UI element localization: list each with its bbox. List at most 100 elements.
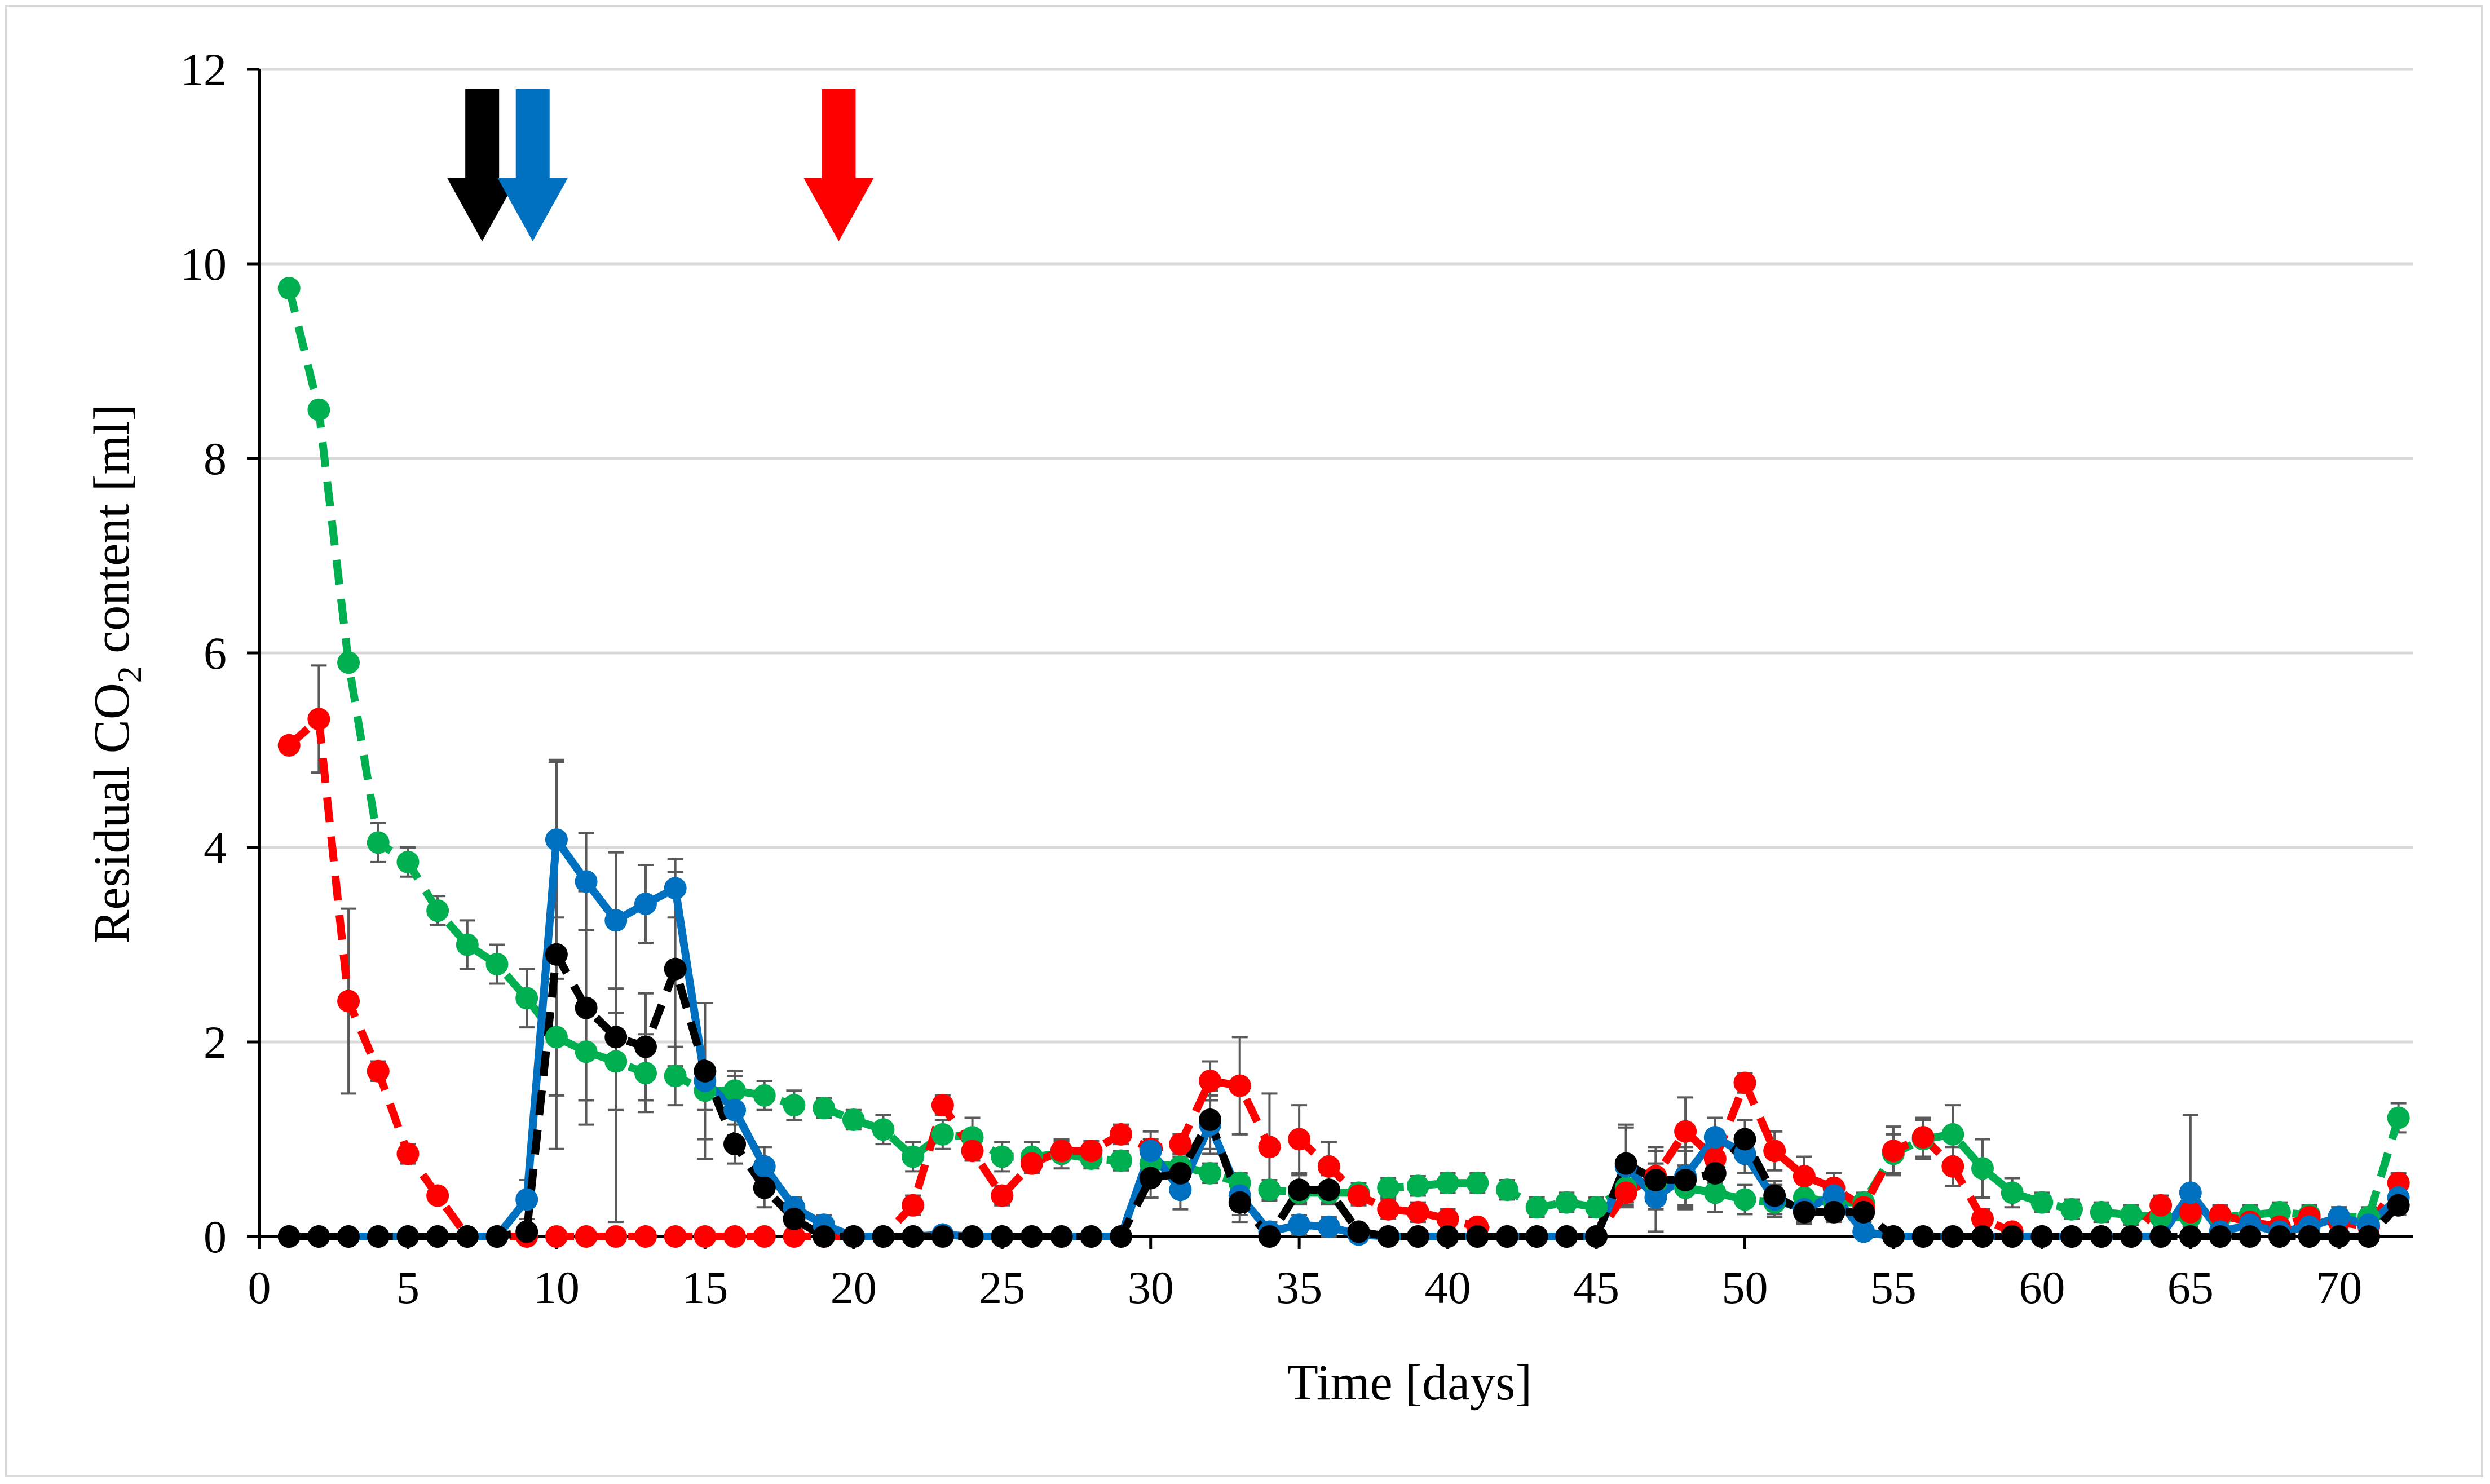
black-point-day-69 bbox=[2298, 1225, 2321, 1248]
black-point-day-48 bbox=[1674, 1168, 1697, 1191]
green-point-day-1 bbox=[277, 277, 301, 300]
y-tick-label-0: 0 bbox=[204, 1211, 227, 1262]
black-point-day-45 bbox=[1585, 1225, 1608, 1248]
y-tick-label-12: 12 bbox=[180, 44, 227, 95]
y-tick-label-6: 6 bbox=[204, 628, 227, 679]
black-point-day-39 bbox=[1406, 1225, 1429, 1248]
green-point-day-17 bbox=[753, 1084, 776, 1107]
black-point-day-60 bbox=[2030, 1225, 2054, 1248]
blue-point-day-11 bbox=[575, 870, 598, 893]
black-point-day-42 bbox=[1495, 1225, 1518, 1248]
black-point-day-50 bbox=[1733, 1128, 1756, 1151]
black-point-day-26 bbox=[1020, 1225, 1043, 1248]
red-point-day-39 bbox=[1406, 1200, 1429, 1224]
black-point-day-55 bbox=[1882, 1225, 1905, 1248]
black-point-day-44 bbox=[1555, 1225, 1578, 1248]
x-tick-label-70: 70 bbox=[2316, 1262, 2362, 1313]
black-point-day-56 bbox=[1911, 1225, 1935, 1248]
green-point-day-23 bbox=[931, 1123, 954, 1146]
black-point-day-24 bbox=[961, 1225, 984, 1248]
green-point-day-22 bbox=[902, 1145, 925, 1168]
red-point-day-4 bbox=[367, 1059, 390, 1083]
red-point-day-32 bbox=[1199, 1070, 1222, 1092]
black-point-day-9 bbox=[515, 1220, 538, 1243]
x-tick-label-45: 45 bbox=[1573, 1262, 1619, 1313]
red-point-day-64 bbox=[2149, 1194, 2173, 1217]
red-series-line bbox=[286, 715, 2402, 1240]
red-point-day-46 bbox=[1614, 1181, 1637, 1204]
green-point-day-38 bbox=[1377, 1176, 1400, 1199]
black-point-day-65 bbox=[2179, 1225, 2202, 1248]
gridlines bbox=[259, 68, 2413, 1044]
blue-point-day-65 bbox=[2179, 1181, 2202, 1204]
red-point-day-52 bbox=[1793, 1165, 1816, 1188]
black-point-day-40 bbox=[1436, 1225, 1459, 1248]
red-point-day-31 bbox=[1169, 1133, 1192, 1156]
green-point-day-60 bbox=[2030, 1191, 2054, 1214]
black-point-day-32 bbox=[1199, 1108, 1222, 1131]
x-tick-label-15: 15 bbox=[682, 1262, 728, 1313]
black-point-day-66 bbox=[2209, 1225, 2232, 1248]
black-point-day-8 bbox=[485, 1225, 509, 1248]
green-point-day-32 bbox=[1199, 1161, 1222, 1185]
red-point-day-51 bbox=[1763, 1140, 1786, 1163]
black-point-day-10 bbox=[545, 943, 568, 966]
red-arrow bbox=[803, 89, 874, 241]
black-point-day-14 bbox=[664, 957, 687, 980]
red-point-day-17 bbox=[753, 1225, 776, 1248]
black-point-day-28 bbox=[1080, 1225, 1103, 1248]
black-point-day-29 bbox=[1110, 1225, 1132, 1248]
green-point-day-4 bbox=[367, 831, 390, 854]
black-point-day-16 bbox=[723, 1133, 747, 1156]
green-point-day-43 bbox=[1525, 1196, 1548, 1219]
red-point-day-23 bbox=[931, 1094, 954, 1117]
green-point-day-13 bbox=[634, 1062, 657, 1085]
red-point-day-22 bbox=[902, 1194, 925, 1217]
x-tick-label-60: 60 bbox=[2019, 1262, 2065, 1313]
black-point-day-59 bbox=[2001, 1225, 2024, 1248]
red-point-day-55 bbox=[1882, 1140, 1905, 1163]
black-point-day-51 bbox=[1763, 1184, 1786, 1207]
green-point-day-19 bbox=[813, 1097, 836, 1120]
y-axis-title-suffix: content [ml] bbox=[84, 404, 140, 666]
black-point-day-31 bbox=[1169, 1161, 1192, 1185]
red-point-day-3 bbox=[337, 990, 360, 1013]
red-point-day-14 bbox=[664, 1225, 687, 1248]
black-point-day-43 bbox=[1525, 1225, 1548, 1248]
x-tick-label-30: 30 bbox=[1128, 1262, 1174, 1313]
series-markers bbox=[277, 277, 2410, 1248]
green-point-day-5 bbox=[396, 850, 420, 873]
red-point-day-2 bbox=[307, 708, 330, 731]
green-point-day-62 bbox=[2090, 1200, 2113, 1224]
black-point-day-19 bbox=[813, 1225, 836, 1248]
green-point-day-63 bbox=[2120, 1204, 2143, 1227]
black-point-day-30 bbox=[1139, 1167, 1162, 1190]
green-point-day-3 bbox=[337, 651, 360, 674]
black-point-day-57 bbox=[1941, 1225, 1964, 1248]
green-point-day-44 bbox=[1555, 1191, 1578, 1214]
blue-point-day-13 bbox=[634, 893, 657, 916]
red-point-day-57 bbox=[1941, 1155, 1964, 1178]
red-point-day-35 bbox=[1288, 1128, 1311, 1151]
axes bbox=[247, 68, 2413, 1249]
green-point-day-25 bbox=[991, 1145, 1014, 1168]
red-point-day-18 bbox=[783, 1225, 806, 1248]
green-point-day-57 bbox=[1941, 1123, 1964, 1146]
green-series-line bbox=[285, 287, 2403, 1221]
x-tick-label-65: 65 bbox=[2167, 1262, 2214, 1313]
red-point-day-66 bbox=[2209, 1204, 2232, 1227]
green-point-day-16 bbox=[723, 1079, 747, 1102]
green-point-day-20 bbox=[842, 1108, 865, 1131]
green-point-day-29 bbox=[1110, 1149, 1132, 1172]
black-point-day-20 bbox=[842, 1225, 865, 1248]
green-point-day-39 bbox=[1406, 1174, 1429, 1198]
black-point-day-17 bbox=[753, 1176, 776, 1199]
blue-point-day-16 bbox=[723, 1098, 747, 1121]
black-point-day-67 bbox=[2239, 1225, 2262, 1248]
red-point-day-24 bbox=[961, 1140, 984, 1163]
red-point-day-56 bbox=[1911, 1126, 1935, 1149]
green-point-day-61 bbox=[2060, 1198, 2083, 1221]
red-point-day-58 bbox=[1971, 1207, 1994, 1230]
y-tick-label-10: 10 bbox=[180, 238, 227, 290]
black-point-day-71 bbox=[2357, 1225, 2380, 1248]
